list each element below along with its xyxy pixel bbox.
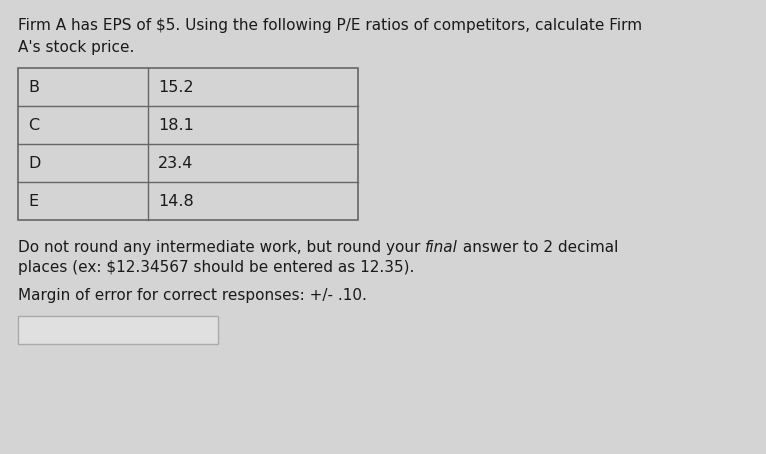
Text: Margin of error for correct responses: +/- .10.: Margin of error for correct responses: +… bbox=[18, 288, 367, 303]
Text: final: final bbox=[425, 240, 458, 255]
Text: A's stock price.: A's stock price. bbox=[18, 40, 134, 55]
Text: answer to 2 decimal: answer to 2 decimal bbox=[458, 240, 618, 255]
Text: 18.1: 18.1 bbox=[158, 118, 194, 133]
Bar bbox=[18, 316, 218, 344]
Text: Do not round any intermediate work, but round your: Do not round any intermediate work, but … bbox=[18, 240, 425, 255]
Text: Firm A has EPS of $5. Using the following P/E ratios of competitors, calculate F: Firm A has EPS of $5. Using the followin… bbox=[18, 18, 642, 33]
Text: 23.4: 23.4 bbox=[158, 156, 193, 171]
Text: E: E bbox=[28, 193, 38, 208]
Text: D: D bbox=[28, 156, 41, 171]
Text: places (ex: $12.34567 should be entered as 12.35).: places (ex: $12.34567 should be entered … bbox=[18, 260, 414, 275]
Text: 14.8: 14.8 bbox=[158, 193, 194, 208]
Text: B: B bbox=[28, 79, 39, 94]
Text: 15.2: 15.2 bbox=[158, 79, 194, 94]
Text: C: C bbox=[28, 118, 39, 133]
Bar bbox=[18, 68, 358, 220]
